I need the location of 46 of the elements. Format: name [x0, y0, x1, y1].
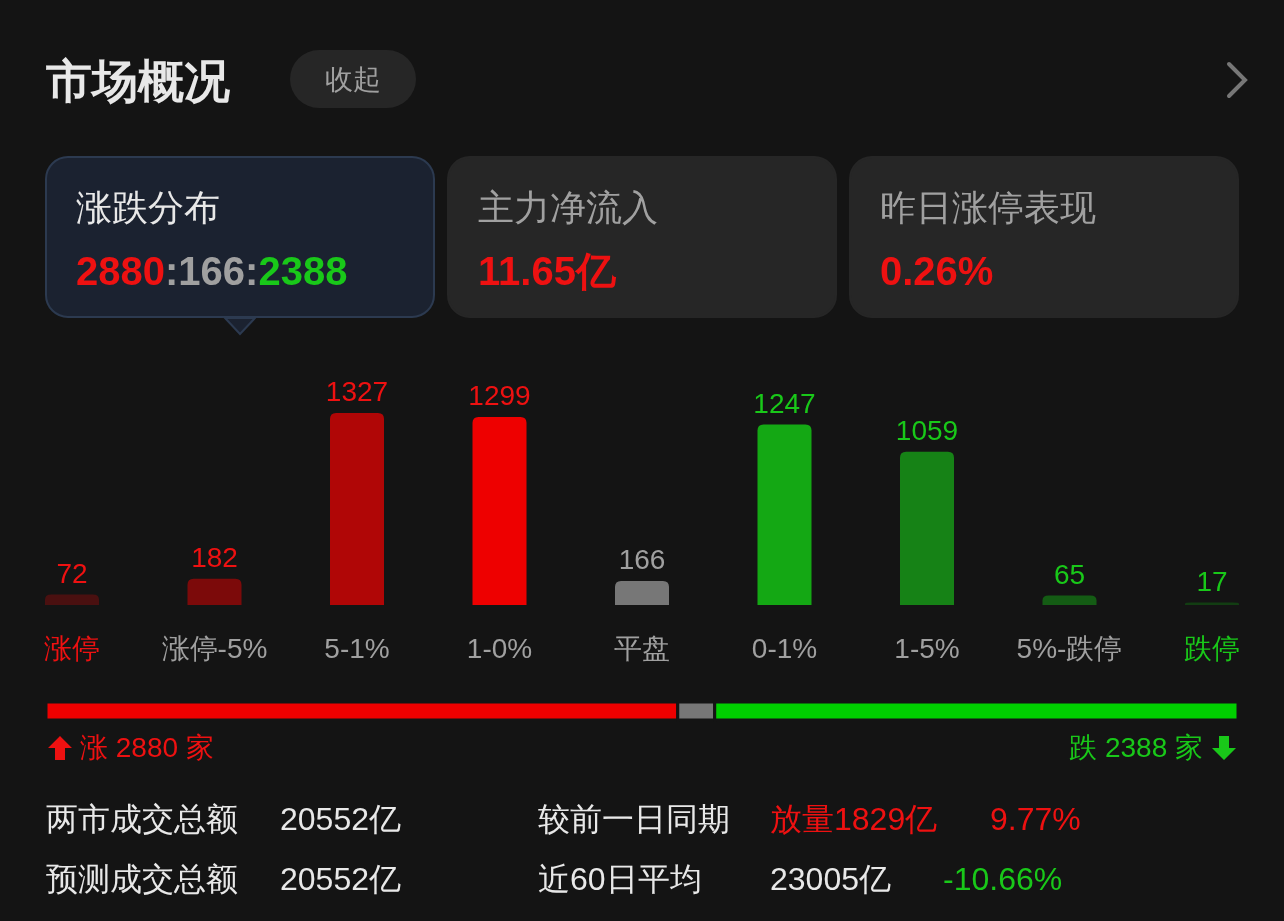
- text: 2880:166:2388: [76, 249, 348, 293]
- x-tick-label: 涨停: [44, 633, 100, 664]
- bar: [187, 578, 242, 605]
- x-tick-label: 5-1%: [324, 633, 390, 664]
- text: 23005亿: [770, 861, 891, 897]
- text: 11.65亿: [478, 249, 617, 293]
- text: 较前一日同期: [538, 801, 730, 837]
- bar: [900, 451, 954, 605]
- x-tick-label: 涨停-5%: [161, 633, 268, 664]
- text: 收起: [325, 64, 381, 95]
- bar: [1042, 595, 1097, 605]
- text: -10.66%: [943, 861, 1063, 897]
- x-tick-label: 1-0%: [466, 633, 533, 664]
- data-label: 166: [618, 543, 666, 575]
- text: 预测成交总额: [46, 861, 238, 897]
- text: 近60日平均: [538, 861, 702, 897]
- data-label: 1327: [325, 376, 389, 407]
- text: 涨 2880 家: [80, 732, 214, 763]
- data-label: 1299: [468, 380, 531, 412]
- text: 市场概况: [46, 55, 230, 107]
- text: 主力净流入: [478, 187, 658, 228]
- text: 20552亿: [280, 801, 401, 837]
- text: 放量1829亿: [770, 801, 938, 837]
- text: 涨跌分布: [76, 187, 220, 228]
- text: 两市成交总额: [46, 801, 238, 837]
- data-label: 65: [1053, 558, 1086, 590]
- bar: [757, 424, 812, 605]
- text: 昨日涨停表现: [880, 187, 1096, 228]
- x-tick-label: 跌停: [1184, 633, 1240, 664]
- x-tick-label: 5%-跌停: [1016, 633, 1123, 664]
- data-label: 1247: [753, 387, 816, 419]
- text: 20552亿: [280, 861, 401, 897]
- text: 9.77%: [990, 801, 1081, 837]
- data-label: 17: [1196, 565, 1228, 597]
- text: 0.26%: [880, 249, 994, 293]
- x-tick-label: 平盘: [614, 633, 670, 664]
- data-label: 72: [56, 557, 88, 589]
- bar: [330, 413, 384, 605]
- bar: [472, 417, 527, 605]
- text: 跌 2388 家: [1069, 732, 1203, 763]
- x-tick-label: 0-1%: [751, 633, 818, 664]
- bar: [615, 580, 669, 605]
- data-label: 1059: [895, 414, 959, 446]
- x-tick-label: 1-5%: [894, 633, 960, 664]
- data-label: 182: [191, 541, 238, 573]
- bar: [45, 594, 99, 605]
